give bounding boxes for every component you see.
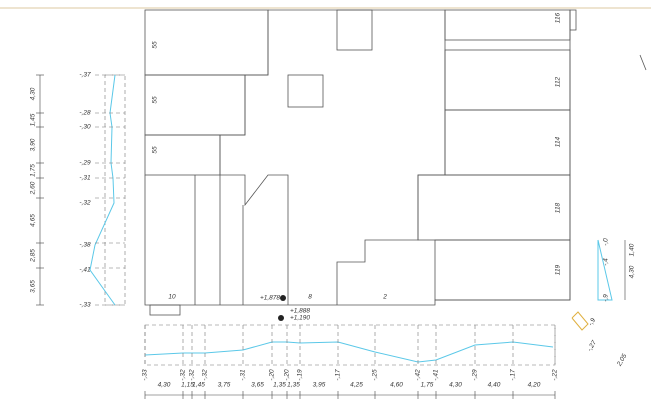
right-label: 4,30 [629, 265, 636, 278]
level-label: -,32 [79, 200, 91, 207]
level-label: -,33 [142, 369, 149, 381]
level-label: -,17 [335, 369, 342, 381]
room-number: 2 [382, 294, 387, 301]
right-label: 2,05 [615, 353, 628, 369]
level-point [278, 315, 284, 321]
dim-label: 4,60 [390, 382, 403, 389]
dim-label: 3,65 [251, 382, 264, 389]
dim-label: 1,35 [287, 382, 300, 389]
left-profile-box [104, 74, 126, 306]
level-label: -,32 [202, 369, 209, 381]
level-label: -,30 [79, 124, 91, 131]
room-number: 112 [555, 76, 562, 87]
level-label: -,25 [372, 369, 379, 381]
left-profile [89, 74, 116, 306]
dim-label: 2,60 [30, 181, 37, 195]
bottom-profile [144, 341, 554, 363]
level-label: -,20 [269, 369, 276, 381]
dim-label: 3,75 [218, 382, 231, 389]
right-detail [571, 311, 589, 331]
right-label: -,27 [586, 339, 598, 353]
right-label: -,9 [587, 317, 597, 327]
room-number: 119 [555, 264, 562, 275]
level-label: -,29 [472, 369, 479, 381]
dim-label: 4,65 [30, 214, 37, 227]
room-number: 55 [152, 96, 159, 104]
room-number: 55 [152, 41, 159, 49]
spot-level: +1,878 [260, 295, 280, 302]
room-number: 114 [555, 136, 562, 147]
room-number: 55 [152, 146, 159, 154]
dim-label: 4,20 [528, 382, 541, 389]
dim-label: 1,75 [30, 164, 37, 177]
level-label: -,38 [79, 242, 91, 249]
level-label: -,28 [79, 110, 91, 117]
dim-label: 3,95 [313, 382, 326, 389]
dim-label: 4,30 [158, 382, 171, 389]
dim-label: 4,30 [30, 87, 37, 100]
bottom-profile-box [144, 324, 556, 366]
spot-level: +1,190 [290, 315, 310, 322]
level-label: -,22 [552, 369, 559, 381]
level-point [280, 295, 286, 301]
room-number: 10 [168, 294, 176, 301]
level-label: -,32 [189, 369, 196, 381]
level-label: -,33 [79, 302, 91, 309]
dim-label: 2,85 [30, 249, 37, 263]
level-label: -,42 [415, 369, 422, 381]
dim-label: 3,90 [30, 138, 37, 151]
building-outline [144, 9, 647, 316]
dim-label: 4,40 [488, 382, 501, 389]
dim-label: 1,45 [192, 382, 205, 389]
room-number: 116 [555, 12, 562, 23]
spot-level: +1,888 [290, 308, 310, 315]
level-label: -,31 [79, 175, 91, 182]
right-label: -,0 [603, 238, 610, 246]
room-number: 8 [308, 294, 312, 301]
right-label: -,9 [603, 294, 610, 302]
right-profile [597, 239, 613, 301]
right-label: 1,40 [629, 243, 636, 256]
level-label: -,32 [180, 369, 187, 381]
level-label: -,19 [297, 369, 304, 381]
right-label: -,4 [603, 258, 610, 266]
dim-label: 4,30 [449, 382, 462, 389]
room-number: 118 [555, 202, 562, 213]
level-label: -,41 [433, 369, 440, 381]
level-label: -,41 [79, 267, 91, 274]
dim-label: 3,65 [30, 280, 37, 293]
level-label: -,29 [79, 160, 91, 167]
dim-label: 1,15 [181, 382, 194, 389]
level-label: -,20 [284, 369, 291, 381]
dim-label: 4,25 [350, 382, 363, 389]
level-label: -,17 [510, 369, 517, 381]
dim-label: 1,35 [273, 382, 286, 389]
dim-label: 1,45 [30, 113, 37, 126]
dim-label: 1,75 [421, 382, 434, 389]
level-label: -,31 [240, 369, 247, 381]
level-label: -,37 [79, 72, 91, 79]
